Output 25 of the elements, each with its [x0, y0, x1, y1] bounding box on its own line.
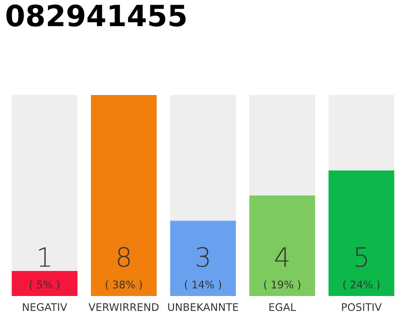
data-label: 3	[196, 247, 209, 268]
data-label: 8	[118, 247, 130, 268]
data-label: 1	[39, 247, 50, 267]
annotation: ( 38% )	[106, 280, 142, 290]
annotation: ( 24% )	[343, 280, 380, 290]
bar	[328, 170, 394, 296]
chart-title: 082941455	[6, 4, 186, 27]
bar	[12, 270, 78, 296]
bar	[249, 196, 316, 296]
annotation: ( 5% )	[30, 280, 60, 290]
x-tick-label: UNBEKANNTE	[168, 303, 238, 312]
bar	[328, 95, 394, 170]
bar	[249, 95, 316, 196]
bar	[170, 95, 236, 221]
annotation: ( 14% )	[184, 280, 222, 290]
x-tick-label: NEGATIV	[22, 303, 68, 312]
bar	[170, 220, 236, 296]
x-tick-label: POSITIV	[342, 303, 382, 312]
data-label: 5	[356, 247, 367, 268]
x-tick-label: EGAL	[269, 303, 296, 312]
x-tick-label: VERWIRREND	[88, 303, 159, 311]
bar	[90, 95, 157, 296]
annotation: ( 19% )	[264, 280, 300, 290]
bar	[12, 95, 78, 271]
data-label: 4	[275, 247, 288, 267]
